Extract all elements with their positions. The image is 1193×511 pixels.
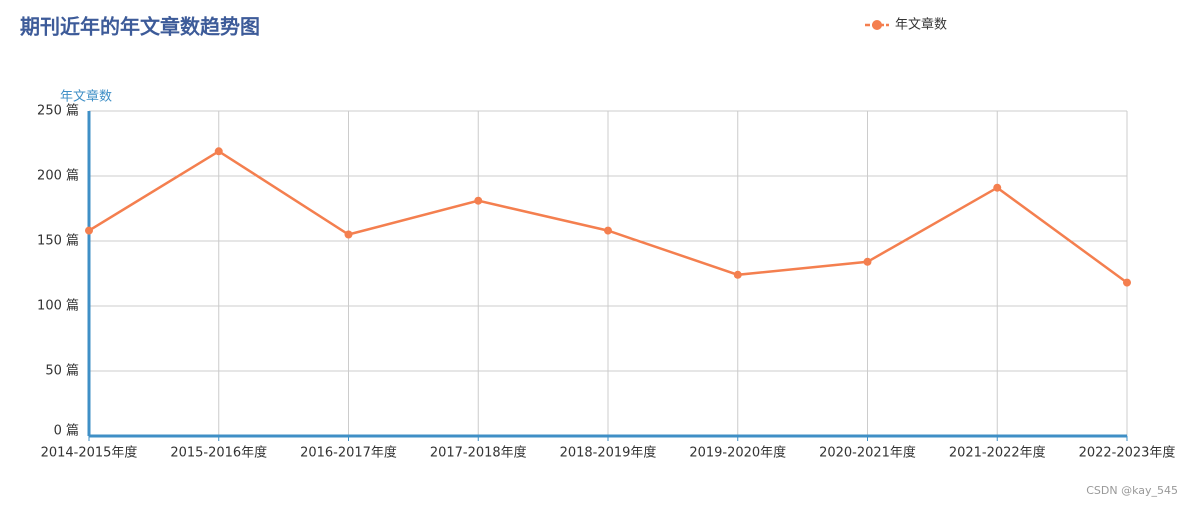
- y-tick-label: 200 篇: [37, 169, 79, 184]
- chart-title: 期刊近年的年文章数趋势图: [20, 15, 260, 39]
- point: [344, 230, 353, 239]
- y-tick-label: 150 篇: [37, 234, 79, 249]
- point: [863, 257, 872, 266]
- y-tick-label: 100 篇: [37, 299, 79, 314]
- x-tick-label: 2018-2019年度: [560, 445, 657, 461]
- y-tick-label: 0 篇: [54, 424, 79, 439]
- point: [993, 183, 1002, 192]
- point: [1123, 278, 1131, 287]
- point: [474, 196, 483, 205]
- legend-marker: [872, 20, 882, 30]
- legend-label: 年文章数: [895, 17, 947, 33]
- x-tick-label: 2014-2015年度: [41, 445, 138, 461]
- x-tick-label: 2019-2020年度: [689, 445, 786, 461]
- x-tick-label: 2015-2016年度: [170, 445, 267, 461]
- watermark: CSDN @kay_545: [1086, 484, 1178, 497]
- y-axis-label: 年文章数: [60, 89, 112, 105]
- x-tick-label: 2016-2017年度: [300, 445, 397, 461]
- point: [214, 147, 223, 156]
- x-tick-label: 2017-2018年度: [430, 445, 527, 461]
- point: [604, 226, 612, 235]
- y-tick-label: 250 篇: [37, 104, 79, 119]
- y-tick-label: 50 篇: [45, 364, 79, 379]
- point: [85, 226, 93, 235]
- point: [733, 270, 742, 279]
- x-tick-label: 2020-2021年度: [819, 445, 916, 461]
- x-tick-label: 2022-2023年度: [1079, 445, 1176, 461]
- x-tick-label: 2021-2022年度: [949, 445, 1046, 461]
